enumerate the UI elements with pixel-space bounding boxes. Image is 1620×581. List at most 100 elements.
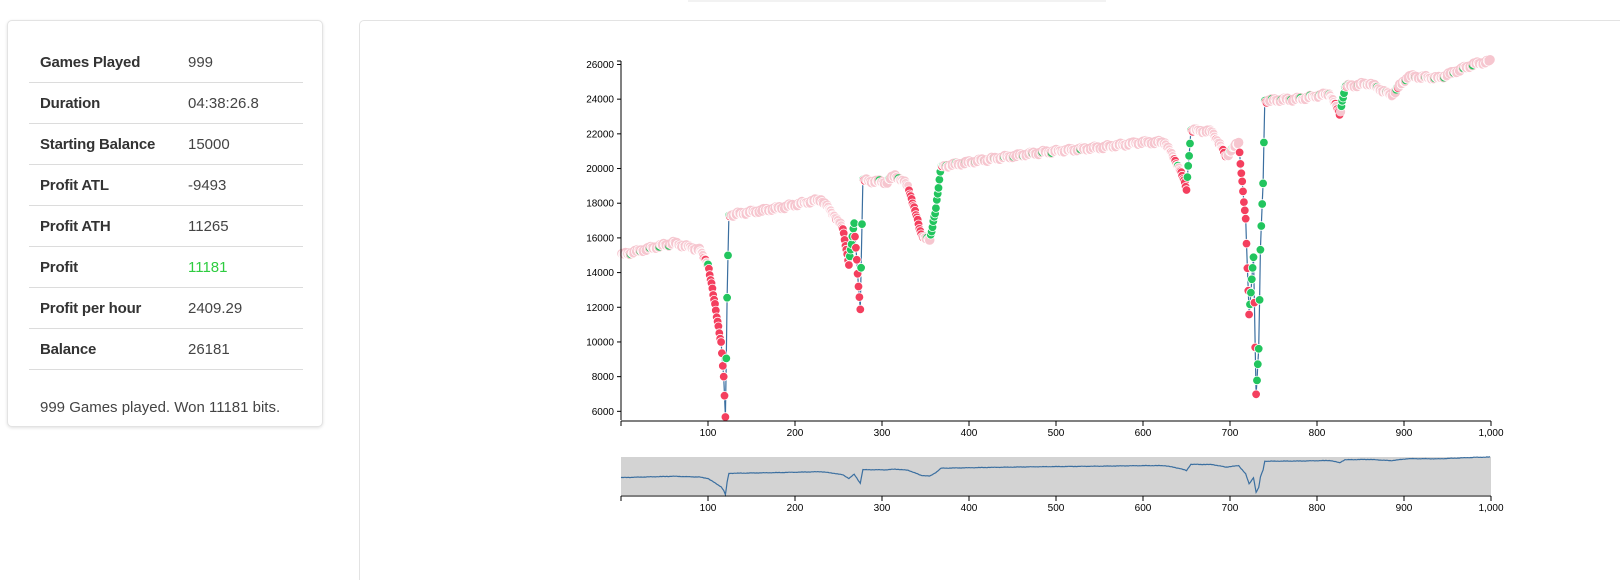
y-tick-label: 10000 bbox=[586, 337, 614, 348]
balance-point bbox=[852, 255, 862, 265]
summary-text: 999 Games played. Won 11181 bits. bbox=[40, 399, 281, 416]
y-tick-label: 14000 bbox=[586, 268, 614, 279]
balance-point bbox=[1185, 138, 1195, 149]
stats-row: Duration 04:38:26.8 bbox=[29, 82, 303, 124]
balance-point bbox=[934, 174, 945, 185]
stats-row: Profit per hour 2409.29 bbox=[29, 287, 303, 329]
balance-point bbox=[718, 361, 728, 371]
balance-point bbox=[1244, 309, 1254, 320]
x-tick-label: 900 bbox=[1396, 428, 1413, 439]
balance-point bbox=[857, 219, 867, 229]
x-tick-label: 800 bbox=[1309, 503, 1326, 514]
starting-balance-label: Starting Balance bbox=[29, 123, 188, 165]
balance-point bbox=[1485, 55, 1495, 65]
profit-label: Profit bbox=[29, 246, 188, 288]
y-tick-label: 16000 bbox=[586, 233, 614, 244]
balance-point bbox=[716, 337, 726, 347]
y-tick-label: 22000 bbox=[586, 129, 614, 140]
x-tick-label: 700 bbox=[1222, 503, 1239, 514]
balance-point bbox=[1255, 245, 1266, 255]
balance-point bbox=[855, 304, 866, 315]
profit-value: 11181 bbox=[188, 246, 303, 288]
overview-line bbox=[620, 456, 1491, 498]
x-tick-label: 100 bbox=[700, 428, 717, 439]
balance-points bbox=[617, 55, 1495, 422]
profit-ath-value: 11265 bbox=[188, 205, 303, 247]
balance-point bbox=[1234, 137, 1244, 148]
x-tick-label: 1,000 bbox=[1478, 503, 1503, 514]
games-played-value: 999 bbox=[188, 42, 303, 83]
profit-per-hour-value: 2409.29 bbox=[188, 287, 303, 329]
balance-point bbox=[1240, 205, 1250, 216]
balance-point bbox=[844, 260, 854, 270]
balance-point bbox=[931, 203, 941, 213]
y-tick-label: 8000 bbox=[592, 372, 615, 383]
balance-point bbox=[1251, 389, 1261, 400]
balance-point bbox=[1247, 263, 1258, 273]
x-tick-label: 1,000 bbox=[1478, 428, 1503, 439]
x-tick-label: 200 bbox=[787, 503, 804, 514]
balance-point bbox=[1252, 375, 1262, 386]
balance-point bbox=[1184, 151, 1194, 161]
balance-point bbox=[1234, 147, 1245, 158]
x-tick-label: 200 bbox=[787, 428, 804, 439]
y-tick-label: 18000 bbox=[586, 199, 614, 210]
balance-point bbox=[854, 292, 865, 302]
x-tick-label: 900 bbox=[1396, 503, 1413, 514]
x-tick-label: 300 bbox=[874, 428, 891, 439]
balance-point bbox=[1259, 137, 1269, 148]
balance-point bbox=[723, 250, 733, 261]
x-tick-label: 700 bbox=[1222, 428, 1239, 439]
balance-point bbox=[850, 231, 860, 242]
balance-point bbox=[719, 371, 729, 382]
balance-point bbox=[1183, 161, 1193, 171]
duration-value: 04:38:26.8 bbox=[188, 82, 303, 124]
balance-point bbox=[856, 263, 866, 273]
y-tick-label: 20000 bbox=[586, 164, 614, 175]
chart-panel: 6000 8000 10000 12000 14000 16000 18000 20000 22… bbox=[359, 20, 1620, 580]
top-divider bbox=[688, 0, 1106, 2]
stats-row: Profit 11181 bbox=[29, 246, 303, 288]
balance-point bbox=[1248, 252, 1259, 263]
balance-point bbox=[1253, 359, 1263, 369]
balance-chart: 6000 8000 10000 12000 14000 16000 18000 20000 22… bbox=[586, 55, 1504, 514]
balance-point bbox=[1256, 221, 1267, 231]
x-tick-label: 100 bbox=[700, 503, 717, 514]
balance-point bbox=[1239, 197, 1249, 207]
x-axis: 100 200 300 400 500 600 700 800 900 1,000 bbox=[620, 420, 1504, 439]
x-tick-label: 400 bbox=[961, 503, 978, 514]
balance-point bbox=[1258, 178, 1268, 189]
profit-ath-label: Profit ATH bbox=[29, 205, 188, 247]
balance-line bbox=[620, 59, 1491, 418]
balance-point bbox=[933, 183, 944, 193]
balance-point bbox=[1246, 287, 1256, 298]
x-tick-label: 600 bbox=[1135, 503, 1152, 514]
balance-point bbox=[1236, 168, 1247, 179]
y-tick-label: 24000 bbox=[586, 95, 614, 106]
x-tick-label: 500 bbox=[1048, 503, 1065, 514]
stats-row: Profit ATL -9493 bbox=[29, 164, 303, 206]
stats-table: Games Played 999 Duration 04:38:26.8 Startin… bbox=[29, 42, 303, 370]
balance-point bbox=[1182, 172, 1193, 182]
balance-point bbox=[1247, 274, 1257, 284]
y-tick-label: 6000 bbox=[592, 407, 615, 418]
x-tick-label: 300 bbox=[874, 503, 891, 514]
balance-label: Balance bbox=[29, 328, 188, 370]
stats-row: Games Played 999 bbox=[29, 42, 303, 83]
stats-row: Starting Balance 15000 bbox=[29, 123, 303, 165]
duration-label: Duration bbox=[29, 82, 188, 124]
balance-point bbox=[853, 281, 864, 292]
balance-point bbox=[849, 218, 859, 228]
balance-point bbox=[851, 243, 861, 253]
x-tick-label: 500 bbox=[1048, 428, 1065, 439]
balance-point bbox=[1254, 295, 1265, 305]
y-tick-label: 12000 bbox=[586, 303, 614, 314]
y-axis: 6000 8000 10000 12000 14000 16000 18000 20000 22… bbox=[586, 60, 622, 420]
overview-x-axis: 100 200 300 400 500 600 700 800 900 1,000 bbox=[620, 495, 1504, 514]
starting-balance-value: 15000 bbox=[188, 123, 303, 165]
balance-value: 26181 bbox=[188, 328, 303, 370]
balance-point bbox=[1254, 344, 1264, 354]
games-played-label: Games Played bbox=[29, 42, 188, 83]
balance-point bbox=[1241, 213, 1251, 224]
profit-atl-label: Profit ATL bbox=[29, 164, 188, 206]
